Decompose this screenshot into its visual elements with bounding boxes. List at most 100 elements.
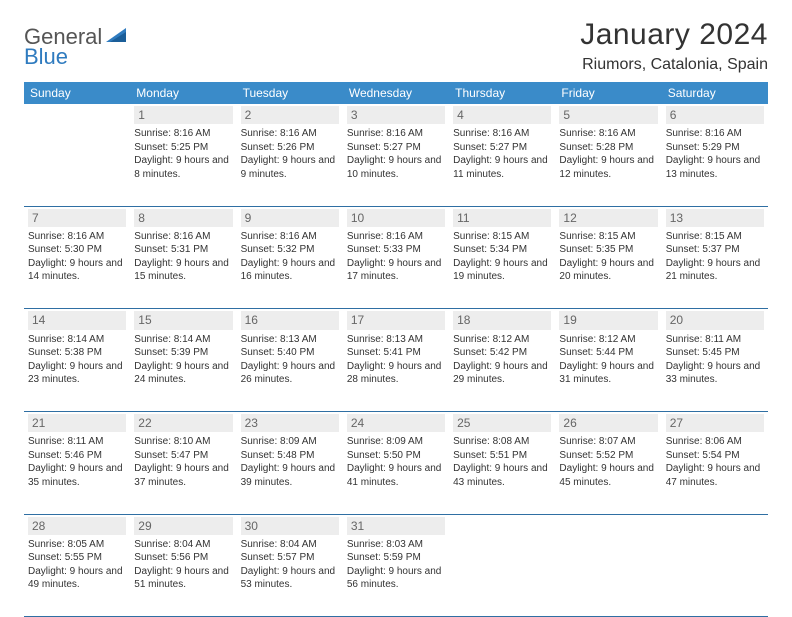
day-number-cell: 11 (449, 206, 555, 227)
day-number-cell: 5 (555, 104, 661, 124)
calendar-header-row: SundayMondayTuesdayWednesdayThursdayFrid… (24, 82, 768, 104)
day-number-cell: 3 (343, 104, 449, 124)
day-cell: Sunrise: 8:16 AMSunset: 5:26 PMDaylight:… (237, 124, 343, 206)
day-number: 27 (666, 414, 764, 432)
day-number-cell: 7 (24, 206, 130, 227)
day-number-cell: 26 (555, 412, 661, 433)
day-cell (662, 535, 768, 617)
day-cell: Sunrise: 8:11 AMSunset: 5:46 PMDaylight:… (24, 432, 130, 514)
day-number-cell (449, 514, 555, 535)
day-details: Sunrise: 8:16 AMSunset: 5:28 PMDaylight:… (559, 126, 657, 181)
weekday-header: Thursday (449, 82, 555, 104)
day-number: 11 (453, 209, 551, 227)
day-number-cell: 31 (343, 514, 449, 535)
day-number: 28 (28, 517, 126, 535)
calendar-body: 123456Sunrise: 8:16 AMSunset: 5:25 PMDay… (24, 104, 768, 617)
day-cell: Sunrise: 8:16 AMSunset: 5:30 PMDaylight:… (24, 227, 130, 309)
day-details: Sunrise: 8:15 AMSunset: 5:35 PMDaylight:… (559, 229, 657, 284)
day-cell (24, 124, 130, 206)
day-number-cell: 4 (449, 104, 555, 124)
day-cell: Sunrise: 8:03 AMSunset: 5:59 PMDaylight:… (343, 535, 449, 617)
calendar-table: SundayMondayTuesdayWednesdayThursdayFrid… (24, 82, 768, 617)
day-details: Sunrise: 8:08 AMSunset: 5:51 PMDaylight:… (453, 434, 551, 489)
day-number-cell (24, 104, 130, 124)
day-details: Sunrise: 8:16 AMSunset: 5:26 PMDaylight:… (241, 126, 339, 181)
day-number: 7 (28, 209, 126, 227)
day-cell: Sunrise: 8:04 AMSunset: 5:56 PMDaylight:… (130, 535, 236, 617)
weekday-header: Saturday (662, 82, 768, 104)
day-cell: Sunrise: 8:08 AMSunset: 5:51 PMDaylight:… (449, 432, 555, 514)
week-row: Sunrise: 8:11 AMSunset: 5:46 PMDaylight:… (24, 432, 768, 514)
day-number: 1 (134, 106, 232, 124)
day-details: Sunrise: 8:11 AMSunset: 5:45 PMDaylight:… (666, 332, 764, 387)
day-cell (555, 535, 661, 617)
weekday-header: Tuesday (237, 82, 343, 104)
day-details: Sunrise: 8:16 AMSunset: 5:29 PMDaylight:… (666, 126, 764, 181)
day-number-cell: 6 (662, 104, 768, 124)
day-number: 10 (347, 209, 445, 227)
day-cell: Sunrise: 8:13 AMSunset: 5:41 PMDaylight:… (343, 330, 449, 412)
day-number: 19 (559, 311, 657, 329)
day-details: Sunrise: 8:13 AMSunset: 5:40 PMDaylight:… (241, 332, 339, 387)
weekday-header: Wednesday (343, 82, 449, 104)
day-number-cell: 15 (130, 309, 236, 330)
day-number: 22 (134, 414, 232, 432)
day-cell: Sunrise: 8:16 AMSunset: 5:28 PMDaylight:… (555, 124, 661, 206)
day-number: 3 (347, 106, 445, 124)
daynum-row: 28 29 3031 (24, 514, 768, 535)
week-row: Sunrise: 8:14 AMSunset: 5:38 PMDaylight:… (24, 330, 768, 412)
day-number-cell: 12 (555, 206, 661, 227)
triangle-icon (106, 26, 130, 49)
day-number-cell: 27 (662, 412, 768, 433)
daynum-row: 789 10 111213 (24, 206, 768, 227)
weekday-header: Sunday (24, 82, 130, 104)
day-number: 24 (347, 414, 445, 432)
day-number: 9 (241, 209, 339, 227)
day-number-cell: 30 (237, 514, 343, 535)
day-number: 21 (28, 414, 126, 432)
day-number-cell: 8 (130, 206, 236, 227)
day-details: Sunrise: 8:13 AMSunset: 5:41 PMDaylight:… (347, 332, 445, 387)
day-number: 29 (134, 517, 232, 535)
day-number-cell: 16 (237, 309, 343, 330)
weekday-header: Friday (555, 82, 661, 104)
day-details: Sunrise: 8:16 AMSunset: 5:31 PMDaylight:… (134, 229, 232, 284)
day-details: Sunrise: 8:15 AMSunset: 5:37 PMDaylight:… (666, 229, 764, 284)
day-details: Sunrise: 8:14 AMSunset: 5:38 PMDaylight:… (28, 332, 126, 387)
day-number-cell: 13 (662, 206, 768, 227)
day-number: 14 (28, 311, 126, 329)
day-details: Sunrise: 8:06 AMSunset: 5:54 PMDaylight:… (666, 434, 764, 489)
day-details: Sunrise: 8:12 AMSunset: 5:44 PMDaylight:… (559, 332, 657, 387)
day-number-cell: 14 (24, 309, 130, 330)
page: General January 2024 Riumors, Catalonia,… (0, 0, 792, 612)
day-cell: Sunrise: 8:05 AMSunset: 5:55 PMDaylight:… (24, 535, 130, 617)
weekday-header: Monday (130, 82, 236, 104)
day-number: 2 (241, 106, 339, 124)
day-cell: Sunrise: 8:06 AMSunset: 5:54 PMDaylight:… (662, 432, 768, 514)
day-number-cell: 20 (662, 309, 768, 330)
logo-text-blue: Blue (24, 44, 68, 69)
day-details: Sunrise: 8:16 AMSunset: 5:33 PMDaylight:… (347, 229, 445, 284)
daynum-row: 21222324252627 (24, 412, 768, 433)
day-number-cell (555, 514, 661, 535)
day-number-cell: 10 (343, 206, 449, 227)
day-number: 17 (347, 311, 445, 329)
day-cell: Sunrise: 8:16 AMSunset: 5:32 PMDaylight:… (237, 227, 343, 309)
day-details: Sunrise: 8:11 AMSunset: 5:46 PMDaylight:… (28, 434, 126, 489)
day-cell: Sunrise: 8:07 AMSunset: 5:52 PMDaylight:… (555, 432, 661, 514)
day-cell: Sunrise: 8:12 AMSunset: 5:44 PMDaylight:… (555, 330, 661, 412)
day-cell: Sunrise: 8:16 AMSunset: 5:25 PMDaylight:… (130, 124, 236, 206)
day-number-cell: 9 (237, 206, 343, 227)
day-cell: Sunrise: 8:12 AMSunset: 5:42 PMDaylight:… (449, 330, 555, 412)
day-cell: Sunrise: 8:14 AMSunset: 5:39 PMDaylight:… (130, 330, 236, 412)
day-details: Sunrise: 8:09 AMSunset: 5:48 PMDaylight:… (241, 434, 339, 489)
day-cell: Sunrise: 8:16 AMSunset: 5:31 PMDaylight:… (130, 227, 236, 309)
day-number-cell: 19 (555, 309, 661, 330)
day-details: Sunrise: 8:03 AMSunset: 5:59 PMDaylight:… (347, 537, 445, 592)
day-details: Sunrise: 8:09 AMSunset: 5:50 PMDaylight:… (347, 434, 445, 489)
day-details: Sunrise: 8:12 AMSunset: 5:42 PMDaylight:… (453, 332, 551, 387)
week-row: Sunrise: 8:16 AMSunset: 5:25 PMDaylight:… (24, 124, 768, 206)
day-cell: Sunrise: 8:11 AMSunset: 5:45 PMDaylight:… (662, 330, 768, 412)
day-details: Sunrise: 8:16 AMSunset: 5:25 PMDaylight:… (134, 126, 232, 181)
logo-sub: Blue (24, 44, 68, 70)
